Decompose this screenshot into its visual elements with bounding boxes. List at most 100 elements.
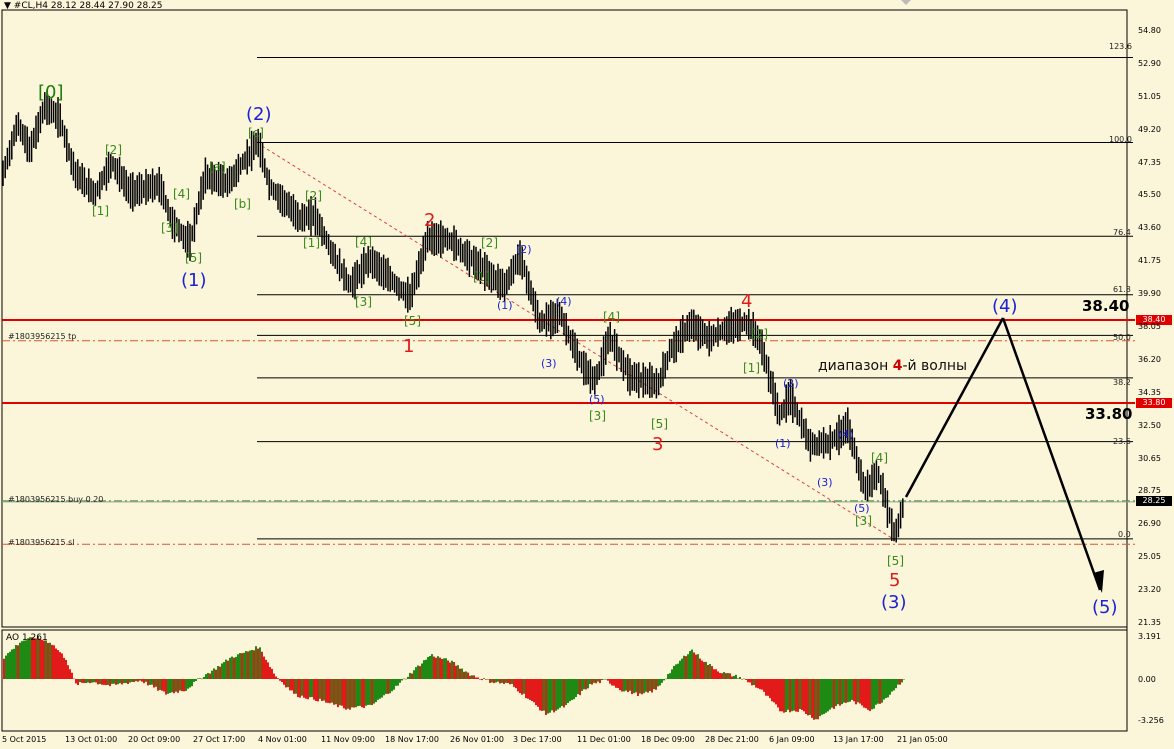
ao-bar bbox=[267, 662, 269, 679]
ao-bar bbox=[351, 679, 353, 708]
ao-bar bbox=[417, 665, 419, 679]
ao-bar bbox=[363, 679, 365, 708]
ao-bar bbox=[227, 660, 229, 679]
ao-bar bbox=[793, 679, 795, 711]
ao-bar bbox=[11, 649, 13, 679]
ao-bar bbox=[339, 679, 341, 706]
ao-bar bbox=[851, 679, 853, 700]
ao-bar bbox=[895, 679, 897, 689]
ao-bar bbox=[513, 679, 515, 687]
ao-bar bbox=[41, 639, 43, 679]
ao-bar bbox=[193, 679, 195, 682]
ao-bar bbox=[837, 679, 839, 705]
time-axis-label: 18 Dec 09:00 bbox=[641, 735, 695, 744]
ao-bar bbox=[689, 651, 691, 679]
price-tag-38-40: 38.40 bbox=[1136, 315, 1172, 325]
ao-bar bbox=[33, 638, 35, 679]
ao-bar bbox=[107, 679, 109, 685]
ao-bar bbox=[199, 678, 201, 679]
ao-bar bbox=[295, 679, 297, 694]
ao-bar bbox=[861, 679, 863, 706]
ao-bar bbox=[815, 679, 817, 720]
ao-bar bbox=[617, 679, 619, 689]
order-tp-label[interactable]: #1803956215 tp bbox=[8, 332, 77, 341]
ao-bar bbox=[479, 678, 481, 680]
ao-bar bbox=[799, 679, 801, 710]
wave-label-1c: [1] bbox=[473, 270, 490, 284]
ao-bar bbox=[165, 679, 167, 695]
ao-bar bbox=[633, 679, 635, 694]
ao-bar bbox=[629, 679, 631, 691]
ao-bar bbox=[847, 679, 849, 703]
ao-bar bbox=[13, 648, 15, 679]
ao-bar bbox=[845, 679, 847, 703]
ao-bar bbox=[423, 660, 425, 679]
ao-bar bbox=[505, 679, 507, 683]
ao-bar bbox=[235, 656, 237, 679]
ao-bar bbox=[439, 657, 441, 679]
price-axis-label: 21.35 bbox=[1138, 618, 1161, 627]
ao-bar bbox=[399, 679, 401, 683]
ao-bar bbox=[509, 679, 511, 685]
ao-bar bbox=[795, 679, 797, 712]
ao-bar bbox=[613, 679, 615, 686]
ao-bar bbox=[833, 679, 835, 709]
ao-bar bbox=[601, 679, 603, 680]
ao-bar bbox=[859, 679, 861, 704]
ao-bar bbox=[643, 679, 645, 694]
ao-bar bbox=[173, 679, 175, 694]
ao-bar bbox=[393, 679, 395, 690]
ao-bar bbox=[245, 651, 247, 679]
ao-bar bbox=[413, 670, 415, 679]
ao-bar bbox=[7, 653, 9, 679]
ao-bar bbox=[93, 679, 95, 683]
ao-bar bbox=[757, 679, 759, 689]
ao-bar bbox=[331, 679, 333, 703]
ao-bar bbox=[857, 679, 859, 703]
ao-bar bbox=[305, 679, 307, 699]
ao-bar bbox=[375, 679, 377, 703]
scroll-marker-icon[interactable] bbox=[901, 0, 911, 5]
level-label-33-80: 33.80 bbox=[1085, 405, 1133, 423]
ao-bar bbox=[723, 672, 725, 679]
ao-bar bbox=[465, 671, 467, 679]
ao-bar bbox=[695, 654, 697, 679]
ao-bar bbox=[111, 679, 113, 684]
ao-bar bbox=[19, 642, 21, 679]
ao-bar bbox=[233, 657, 235, 679]
ao-bar bbox=[45, 640, 47, 679]
wave-label-t3: (3) bbox=[817, 476, 833, 489]
order-sl-label[interactable]: #1803956215 sl bbox=[8, 538, 75, 547]
triangle-down-icon[interactable]: ▼ bbox=[4, 1, 14, 11]
ao-bar bbox=[705, 661, 707, 679]
ao-bar bbox=[533, 679, 535, 703]
ao-bar bbox=[129, 679, 131, 683]
ao-bar bbox=[17, 645, 19, 679]
ao-bar bbox=[869, 679, 871, 712]
ao-bar bbox=[247, 651, 249, 679]
wave-label-s1: (1) bbox=[497, 299, 513, 312]
ao-bar bbox=[185, 679, 187, 691]
ao-bar bbox=[223, 662, 225, 679]
ao-bar bbox=[667, 674, 669, 679]
ao-bar bbox=[881, 679, 883, 703]
ao-bar bbox=[455, 665, 457, 679]
order-buy-label[interactable]: #1803956215 buy 0.20 bbox=[8, 495, 104, 504]
ao-bar bbox=[877, 679, 879, 704]
ao-bar bbox=[823, 679, 825, 715]
ao-bar bbox=[441, 658, 443, 679]
ao-bar bbox=[879, 679, 881, 704]
ao-bar bbox=[821, 679, 823, 715]
ao-bar bbox=[147, 679, 149, 686]
ao-bar bbox=[709, 663, 711, 679]
ao-bar bbox=[635, 679, 637, 693]
ao-bar bbox=[801, 679, 803, 710]
ao-bar bbox=[741, 678, 743, 680]
ao-bar bbox=[519, 679, 521, 694]
time-axis-label: 27 Oct 17:00 bbox=[193, 735, 246, 744]
ao-bar bbox=[29, 637, 31, 679]
wave-label-1d: [1] bbox=[743, 361, 760, 375]
arrow-head-icon bbox=[1093, 570, 1104, 593]
ao-bar bbox=[787, 679, 789, 710]
